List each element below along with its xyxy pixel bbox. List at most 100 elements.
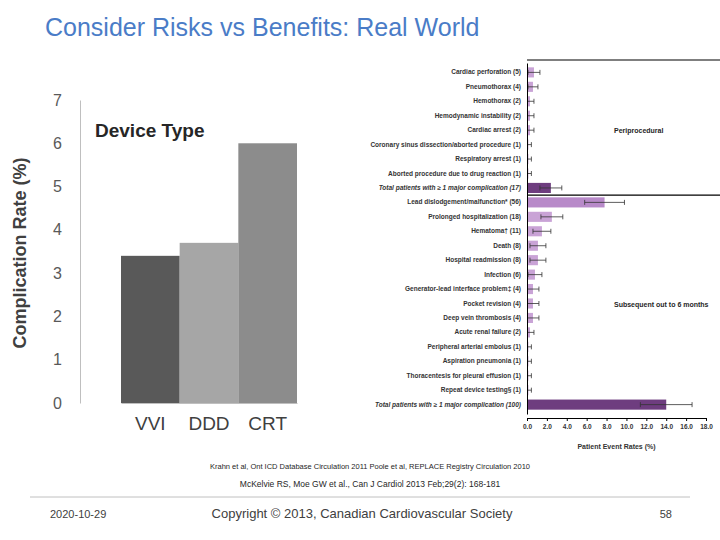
tick: Cardiac perforation (5) [451, 68, 527, 76]
tick-label: Deep vein thrombosis (4) [443, 314, 521, 322]
tick-mark [706, 418, 707, 421]
x-axis: 0.02.04.06.08.010.012.014.016.018.0 [523, 418, 713, 430]
tick: 14.0 [660, 418, 673, 430]
error-bar [640, 402, 692, 407]
tick: Aborted procedure due to drug reaction (… [388, 170, 527, 178]
chart-event-rates: Cardiac perforation (5) Pneumothorax (4) H… [370, 60, 720, 451]
tick-label: Pocket revision (4) [463, 300, 521, 308]
x-axis: VVI DDD CRT [122, 403, 298, 434]
tick: Total patients with ≥ 1 major complicati… [375, 401, 527, 409]
tick-label: 6 [53, 135, 62, 152]
axis-line [527, 64, 528, 415]
tick: 12.0 [641, 418, 654, 430]
tick-label: Hemodynamic instability (2) [435, 112, 521, 120]
tick: Acute renal failure (2) [455, 328, 527, 336]
bar [121, 256, 180, 403]
bar [238, 143, 297, 403]
tick: 4.0 [563, 418, 572, 430]
error-bar [527, 99, 534, 104]
citation: Krahn et al, Ont ICD Database Circulatio… [210, 462, 530, 471]
frame-line [527, 59, 720, 60]
tick-label: 2 [53, 308, 62, 325]
footer-date: 2020-10-29 [50, 508, 106, 520]
tick-label: 12.0 [641, 423, 654, 430]
tick: Prolonged hospitalization (18) [428, 213, 527, 221]
error-bar [585, 200, 625, 205]
error-bar [528, 84, 538, 89]
tick-label: Peripheral arterial embolus (1) [427, 343, 521, 351]
tick-label: Pneumothorax (4) [466, 83, 521, 91]
tick-label: Aborted procedure due to drug reaction (… [388, 170, 521, 178]
tick-label: Total patients with ≥ 1 major complicati… [379, 184, 521, 192]
tick: Peripheral arterial embolus (1) [427, 343, 527, 351]
tick-mark [666, 418, 667, 421]
error-bar [530, 258, 546, 263]
tick: Death (8) [493, 242, 527, 250]
tick-label: 4.0 [563, 423, 572, 430]
tick: 2.0 [543, 418, 552, 430]
error-bar [528, 272, 542, 277]
chart-title: Device Type [95, 120, 204, 141]
tick-label: 18.0 [700, 423, 713, 430]
tick-label: Aspiration pneumonia (1) [443, 357, 521, 365]
tick-mark [607, 418, 608, 421]
tick-mark [567, 418, 568, 421]
tick: 0 [53, 395, 80, 412]
tick: Generator-lead interface problem‡ (4) [405, 285, 527, 293]
tick-label: Cardiac arrest (2) [468, 126, 521, 134]
tick-label: Coronary sinus dissection/aborted proced… [370, 141, 521, 149]
tick-label: Respiratory arrest (1) [455, 155, 521, 163]
tick: 4 [53, 221, 80, 238]
tick-mark [626, 418, 627, 421]
error-bar [533, 229, 551, 234]
tick: 18.0 [700, 418, 713, 430]
tick: Hematoma† (11) [471, 227, 527, 235]
tick: Coronary sinus dissection/aborted proced… [370, 141, 527, 149]
tick-label: 1 [53, 351, 62, 368]
annotation: Periprocedural [614, 127, 663, 135]
tick: VVI [135, 403, 166, 434]
tick-label: 10.0 [621, 423, 634, 430]
tick-label: DDD [188, 413, 229, 434]
tick-mark [686, 418, 687, 421]
tick-label: 8.0 [603, 423, 612, 430]
tick: Pocket revision (4) [463, 300, 527, 308]
tick: 7 [53, 92, 80, 109]
error-bar [527, 128, 534, 133]
tick-label: Lead dislodgement/malfunction* (56) [407, 198, 521, 206]
tick: 1 [53, 351, 80, 368]
tick: Hospital readmission (8) [446, 256, 528, 264]
tick-label: Total patients with ≥ 1 major complicati… [375, 401, 521, 409]
separator-line [527, 195, 720, 196]
tick: 2 [53, 308, 80, 325]
tick-label: 3 [53, 265, 62, 282]
slide-title: Consider Risks vs Benefits: Real World [45, 13, 479, 41]
tick-label: Hospital readmission (8) [446, 256, 522, 264]
tick: 3 [53, 265, 80, 282]
axis-title: Patient Event Rates (%) [577, 443, 655, 451]
tick: Hemodynamic instability (2) [435, 112, 527, 120]
tick-label: 4 [53, 221, 62, 238]
tick: Cardiac arrest (2) [468, 126, 527, 134]
error-bar [527, 301, 539, 306]
tick: 8.0 [603, 418, 612, 430]
error-bar [540, 185, 562, 190]
tick: Total patients with ≥ 1 major complicati… [379, 184, 527, 192]
tick: Lead dislodgement/malfunction* (56) [407, 198, 527, 206]
tick-label: Infection (6) [484, 271, 521, 279]
annotation: Subsequent out to 6 months [614, 301, 709, 309]
citation: McKelvie RS, Moe GW et al., Can J Cardio… [240, 479, 501, 489]
bar [180, 243, 239, 403]
y-axis: 01234567 [53, 92, 80, 412]
tick-label: CRT [248, 413, 287, 434]
tick-label: 0 [53, 395, 62, 412]
error-bar [528, 70, 540, 75]
tick: Deep vein thrombosis (4) [443, 314, 527, 322]
error-bar [527, 330, 534, 335]
error-bar [541, 214, 563, 219]
tick: 6.0 [583, 418, 592, 430]
tick: Respiratory arrest (1) [455, 155, 527, 163]
tick-label: Hematoma† (11) [471, 227, 521, 235]
y-axis: Cardiac perforation (5) Pneumothorax (4) H… [370, 64, 527, 415]
tick-label: Cardiac perforation (5) [451, 68, 521, 76]
